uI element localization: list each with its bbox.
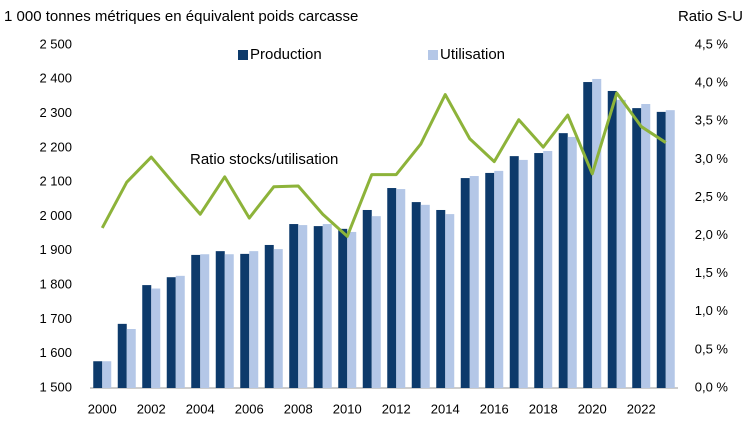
bar <box>322 224 332 388</box>
bar <box>175 275 185 388</box>
bar <box>249 251 259 388</box>
y-tick-label: 2 500 <box>39 36 72 51</box>
bar <box>460 178 470 388</box>
x-tick-label: 2010 <box>333 401 362 416</box>
bar <box>641 103 651 388</box>
bar <box>126 329 136 388</box>
x-tick-label: 2004 <box>186 401 215 416</box>
y-tick-label: 2 000 <box>39 208 72 223</box>
x-tick-label: 2016 <box>480 401 509 416</box>
bar <box>616 99 626 388</box>
bar <box>567 136 577 388</box>
y-tick-label: 1 800 <box>39 277 72 292</box>
legend-label: Utilisation <box>440 46 505 63</box>
bar <box>313 226 323 388</box>
legend-swatch <box>428 50 438 60</box>
y2-tick-label: 3,0 % <box>695 151 729 166</box>
x-tick-label: 2012 <box>382 401 411 416</box>
bar <box>102 361 112 388</box>
bar <box>665 110 675 389</box>
x-tick-label: 2018 <box>529 401 558 416</box>
bar <box>518 159 528 388</box>
y-tick-label: 2 100 <box>39 174 72 189</box>
y-tick-label: 1 500 <box>39 379 72 394</box>
bar <box>396 189 406 388</box>
bar <box>117 323 127 388</box>
y2-tick-label: 2,0 % <box>695 227 729 242</box>
bar <box>543 150 553 388</box>
x-tick-label: 2000 <box>88 401 117 416</box>
x-tick-label: 2006 <box>235 401 264 416</box>
y2-tick-label: 3,5 % <box>695 113 729 128</box>
bar <box>215 251 225 388</box>
bar <box>151 288 161 388</box>
legend-label: Production <box>250 46 322 63</box>
legend-swatch <box>238 50 248 60</box>
bar <box>445 214 455 388</box>
bar <box>371 216 381 388</box>
y-tick-label: 1 700 <box>39 311 72 326</box>
y2-tick-label: 0,5 % <box>695 341 729 356</box>
bar <box>436 209 446 388</box>
bar <box>273 249 283 388</box>
y2-axis-title: Ratio S-U <box>678 8 743 25</box>
x-tick-label: 2014 <box>431 401 460 416</box>
bar <box>142 285 152 388</box>
bar <box>656 111 666 388</box>
bar <box>347 231 357 388</box>
chart-title: 1 000 tonnes métriques en équivalent poi… <box>4 8 358 25</box>
y2-tick-label: 4,0 % <box>695 75 729 90</box>
ratio-line <box>100 91 667 238</box>
y-tick-label: 2 200 <box>39 139 72 154</box>
bar <box>93 361 103 388</box>
x-tick-label: 2008 <box>284 401 313 416</box>
bar <box>485 172 495 388</box>
bar <box>362 209 372 388</box>
bar <box>509 156 519 388</box>
x-tick-label: 2020 <box>578 401 607 416</box>
bar <box>240 253 250 388</box>
bar <box>200 254 210 388</box>
y2-tick-label: 4,5 % <box>695 36 729 51</box>
bar <box>264 244 274 388</box>
bar <box>592 78 602 388</box>
bar <box>191 254 201 388</box>
bar <box>298 225 308 388</box>
bar <box>632 108 642 388</box>
bar <box>534 153 544 388</box>
x-tick-label: 2022 <box>627 401 656 416</box>
bar <box>387 188 397 388</box>
y2-tick-label: 2,5 % <box>695 189 729 204</box>
y-tick-label: 1 900 <box>39 242 72 257</box>
bar <box>607 90 617 388</box>
bar <box>583 82 593 388</box>
bar <box>224 254 234 388</box>
x-tick-label: 2002 <box>137 401 166 416</box>
y2-tick-label: 1,0 % <box>695 303 729 318</box>
bar <box>411 202 421 388</box>
bar <box>166 277 176 388</box>
y2-tick-label: 0,0 % <box>695 379 729 394</box>
bar <box>494 170 504 388</box>
y-tick-label: 2 400 <box>39 71 72 86</box>
y-tick-label: 1 600 <box>39 345 72 360</box>
line-label: Ratio stocks/utilisation <box>190 151 338 168</box>
y-tick-label: 2 300 <box>39 105 72 120</box>
bar <box>558 133 568 388</box>
bar <box>420 204 430 388</box>
y2-tick-label: 1,5 % <box>695 265 729 280</box>
bar <box>338 228 348 388</box>
bar <box>289 224 299 388</box>
bar <box>469 176 479 388</box>
